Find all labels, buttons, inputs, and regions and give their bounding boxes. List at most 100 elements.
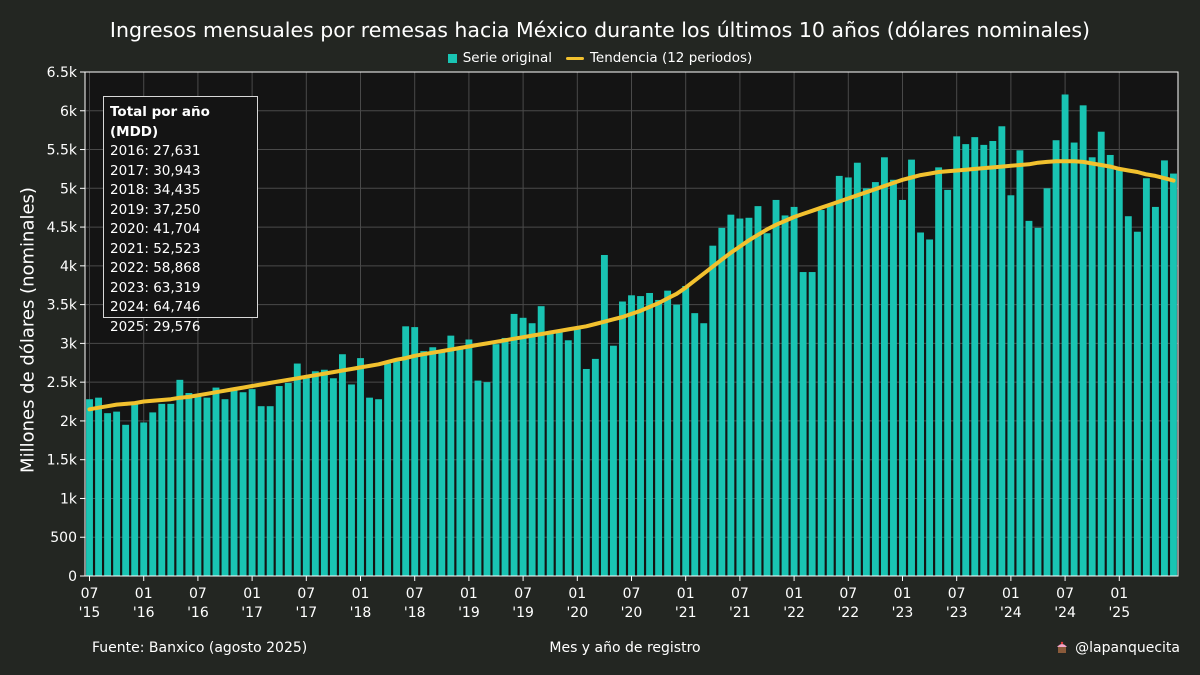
annual-total-line: 2020: 41,704 xyxy=(110,221,201,237)
x-tick-label-year: '16 xyxy=(133,605,155,621)
y-tick-label: 5k xyxy=(60,181,78,197)
bar xyxy=(899,199,906,576)
bar xyxy=(980,144,988,576)
bar xyxy=(483,382,491,576)
bar xyxy=(971,137,979,576)
bar xyxy=(456,348,464,576)
annual-total-line: 2016: 27,631 xyxy=(110,143,201,159)
bar xyxy=(465,339,473,576)
chart-title: Ingresos mensuales por remesas hacia Méx… xyxy=(109,18,1091,42)
bar xyxy=(230,387,238,576)
bar xyxy=(1161,160,1168,576)
bar xyxy=(95,397,102,576)
trend-line xyxy=(87,159,1176,412)
x-tick-label-year: '23 xyxy=(946,605,968,621)
bar xyxy=(573,329,581,576)
bar xyxy=(655,299,663,576)
bar xyxy=(826,204,834,577)
bar xyxy=(781,215,789,576)
x-tick-label-month: 07 xyxy=(189,586,207,602)
bar xyxy=(1151,206,1159,576)
bar xyxy=(1142,178,1150,576)
x-tick-label-month: 01 xyxy=(1002,586,1020,602)
bar xyxy=(600,254,608,576)
y-tick-label: 0 xyxy=(68,569,77,585)
bar xyxy=(329,378,337,576)
bar xyxy=(320,369,328,576)
bar xyxy=(393,361,401,576)
y-tick-label: 1k xyxy=(60,491,78,507)
bar xyxy=(646,292,653,576)
bar xyxy=(339,354,346,576)
bar xyxy=(745,217,753,576)
bar xyxy=(727,214,735,576)
x-tick-label-year: '16 xyxy=(187,605,209,621)
bar xyxy=(1133,231,1141,576)
author-handle-text: @lapanquecita xyxy=(1075,640,1180,656)
bar xyxy=(194,396,202,576)
bar xyxy=(275,386,283,576)
bar xyxy=(1052,140,1060,577)
y-tick-label: 4k xyxy=(60,259,78,275)
x-tick-label-year: '15 xyxy=(79,605,101,621)
bar xyxy=(808,272,816,576)
bar xyxy=(149,412,157,576)
bar xyxy=(86,399,93,576)
y-tick-label: 6.5k xyxy=(47,65,78,81)
bar xyxy=(284,382,292,576)
legend-line-swatch xyxy=(565,56,584,60)
bar xyxy=(212,387,220,576)
bar xyxy=(673,304,681,576)
annual-total-line: 2024: 64,746 xyxy=(110,299,201,315)
bar xyxy=(357,358,364,576)
x-tick-label-year: '24 xyxy=(1000,605,1022,621)
bar xyxy=(682,286,690,576)
bar xyxy=(104,413,112,576)
bar xyxy=(709,245,717,576)
x-tick-label-year: '18 xyxy=(350,605,372,621)
bar xyxy=(772,199,780,576)
bar xyxy=(555,330,563,576)
bar xyxy=(1124,216,1132,576)
bar xyxy=(582,368,590,576)
annual-total-line: 2023: 63,319 xyxy=(110,279,201,296)
x-tick-label-month: 01 xyxy=(460,586,478,602)
bar xyxy=(591,358,599,576)
bar xyxy=(890,179,897,577)
bar xyxy=(917,232,924,576)
bar xyxy=(700,323,708,576)
y-tick-label: 6k xyxy=(60,104,78,120)
x-tick-label-year: '20 xyxy=(621,605,643,621)
x-tick-label-month: 01 xyxy=(1110,586,1128,602)
bar xyxy=(619,301,626,576)
bar xyxy=(817,210,825,576)
bar xyxy=(221,399,229,576)
x-tick-label-year: '25 xyxy=(1108,605,1130,621)
legend-label-line: Tendencia (12 periodos) xyxy=(589,50,753,66)
bar xyxy=(528,323,536,576)
bar xyxy=(853,162,861,576)
x-tick-label-month: 01 xyxy=(568,586,586,602)
bar xyxy=(763,233,771,576)
bar xyxy=(953,136,961,576)
bar xyxy=(862,188,870,577)
bar xyxy=(935,167,943,576)
author-handle: @lapanquecita xyxy=(1055,640,1180,656)
bar xyxy=(185,393,193,576)
x-tick-label-month: 01 xyxy=(243,586,261,602)
bar xyxy=(311,371,319,576)
y-tick-label: 2.5k xyxy=(47,375,78,391)
bar xyxy=(718,227,726,577)
plot-frame xyxy=(84,71,1179,577)
bar xyxy=(384,363,392,576)
legend-item-line: Tendencia (12 periodos) xyxy=(565,50,753,66)
y-tick-label: 500 xyxy=(50,530,77,546)
x-tick-label-month: 07 xyxy=(1056,586,1074,602)
legend: Serie original Tendencia (12 periodos) xyxy=(0,50,1200,66)
x-tick-label-year: '23 xyxy=(892,605,914,621)
bar xyxy=(1106,154,1114,576)
bar xyxy=(501,337,509,576)
annual-total-line: 2022: 58,868 xyxy=(110,260,201,276)
bar xyxy=(447,335,455,576)
